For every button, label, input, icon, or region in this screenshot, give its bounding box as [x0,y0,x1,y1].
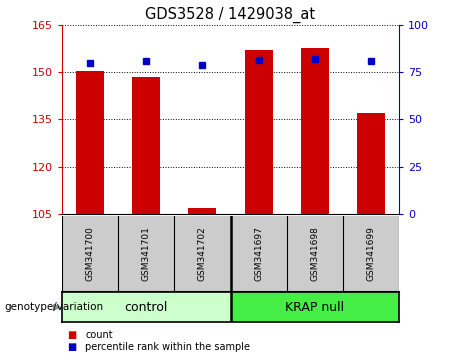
Bar [301,48,329,214]
Text: GSM341697: GSM341697 [254,227,263,281]
Bar [230,292,399,322]
Text: control: control [124,301,168,314]
Text: GSM341700: GSM341700 [86,227,95,281]
Text: KRAP null: KRAP null [285,301,344,314]
Text: ■: ■ [67,330,76,339]
Bar [244,50,272,214]
Text: GSM341698: GSM341698 [310,227,319,281]
Text: GSM341701: GSM341701 [142,227,151,281]
Text: count: count [85,330,113,339]
Bar [189,208,217,214]
Text: GSM341702: GSM341702 [198,227,207,281]
Bar [62,292,230,322]
Text: percentile rank within the sample: percentile rank within the sample [85,342,250,352]
Text: ■: ■ [67,342,76,352]
Bar [357,113,385,214]
Bar [132,77,160,214]
Bar [76,70,104,214]
Text: GSM341699: GSM341699 [366,227,375,281]
Title: GDS3528 / 1429038_at: GDS3528 / 1429038_at [145,7,316,23]
Text: genotype/variation: genotype/variation [5,302,104,312]
